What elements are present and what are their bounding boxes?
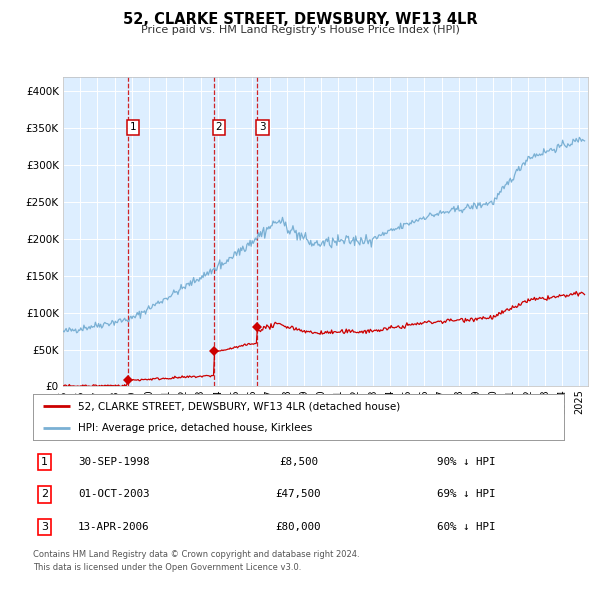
Text: 1: 1 (41, 457, 48, 467)
Text: Price paid vs. HM Land Registry's House Price Index (HPI): Price paid vs. HM Land Registry's House … (140, 25, 460, 35)
Text: 3: 3 (259, 123, 266, 132)
Text: 60% ↓ HPI: 60% ↓ HPI (437, 522, 495, 532)
Text: 3: 3 (41, 522, 48, 532)
Text: 13-APR-2006: 13-APR-2006 (78, 522, 149, 532)
Text: 2: 2 (41, 490, 48, 499)
Text: Contains HM Land Registry data © Crown copyright and database right 2024.: Contains HM Land Registry data © Crown c… (33, 550, 359, 559)
Text: £80,000: £80,000 (276, 522, 321, 532)
Text: 52, CLARKE STREET, DEWSBURY, WF13 4LR (detached house): 52, CLARKE STREET, DEWSBURY, WF13 4LR (d… (78, 401, 400, 411)
Text: 2: 2 (215, 123, 223, 132)
Text: 90% ↓ HPI: 90% ↓ HPI (437, 457, 495, 467)
Text: £8,500: £8,500 (279, 457, 318, 467)
Text: £47,500: £47,500 (276, 490, 321, 499)
Text: 69% ↓ HPI: 69% ↓ HPI (437, 490, 495, 499)
Text: 01-OCT-2003: 01-OCT-2003 (78, 490, 149, 499)
Text: 52, CLARKE STREET, DEWSBURY, WF13 4LR: 52, CLARKE STREET, DEWSBURY, WF13 4LR (122, 12, 478, 27)
Text: HPI: Average price, detached house, Kirklees: HPI: Average price, detached house, Kirk… (78, 423, 313, 433)
Text: 1: 1 (130, 123, 136, 132)
Text: 30-SEP-1998: 30-SEP-1998 (78, 457, 149, 467)
Text: This data is licensed under the Open Government Licence v3.0.: This data is licensed under the Open Gov… (33, 563, 301, 572)
